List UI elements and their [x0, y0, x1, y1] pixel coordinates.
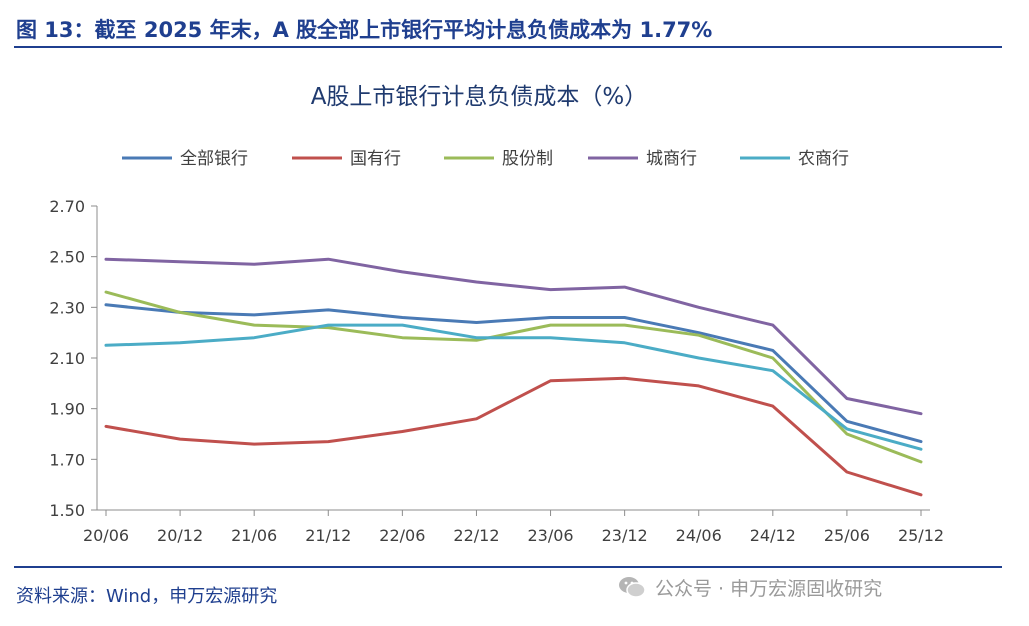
watermark: 公众号 · 申万宏源固收研究: [617, 572, 882, 602]
figure-title: 图 13：截至 2025 年末，A 股全部上市银行平均计息负债成本为 1.77%: [16, 18, 713, 42]
x-tick-label: 25/06: [824, 526, 870, 545]
line-chart: A股上市银行计息负债成本（%） 全部银行 国有行 股份制 城商行 农商行 1.50 1.7…: [49, 84, 944, 545]
legend-label-1: 全部银行: [180, 149, 248, 169]
legend-label-2: 国有行: [350, 149, 401, 169]
y-tick-label: 2.70: [49, 197, 85, 216]
y-tick-label: 1.50: [49, 501, 85, 520]
legend: 全部银行 国有行 股份制 城商行 农商行: [122, 149, 849, 169]
plot-area: [104, 257, 923, 497]
x-tick-label: 20/06: [83, 526, 129, 545]
x-tick-label: 21/12: [305, 526, 351, 545]
series-line-5: [104, 323, 923, 451]
x-tick-label: 20/12: [157, 526, 203, 545]
y-tick-label: 1.90: [49, 400, 85, 419]
y-tick-label: 1.70: [49, 450, 85, 469]
x-tick-label: 23/12: [602, 526, 648, 545]
y-tick-label: 2.50: [49, 248, 85, 267]
source-note: 资料来源：Wind，申万宏源研究: [16, 586, 278, 607]
series-line-2: [104, 376, 923, 497]
title-rule: [14, 46, 1002, 48]
series-line-3: [104, 290, 923, 464]
x-tick-label: 24/12: [750, 526, 796, 545]
footer-rule: [14, 566, 1002, 568]
x-tick-label: 23/06: [527, 526, 573, 545]
chart-title: A股上市银行计息负债成本（%）: [311, 84, 648, 110]
y-axis: 1.50 1.70 1.90 2.10 2.30 2.50 2.70: [49, 197, 98, 520]
series-line-4: [104, 257, 923, 416]
wechat-icon: [619, 577, 646, 598]
y-tick-label: 2.30: [49, 298, 85, 317]
x-tick-label: 22/06: [379, 526, 425, 545]
x-tick-label: 25/12: [898, 526, 944, 545]
x-tick-label: 24/06: [676, 526, 722, 545]
x-tick-label: 22/12: [453, 526, 499, 545]
y-tick-label: 2.10: [49, 349, 85, 368]
watermark-text: 公众号 · 申万宏源固收研究: [655, 577, 883, 600]
legend-label-5: 农商行: [798, 149, 849, 169]
legend-label-4: 城商行: [646, 149, 697, 169]
legend-label-3: 股份制: [502, 149, 553, 169]
x-axis: 20/06 20/12 21/06 21/12 22/06 22/12 23/06 23/12…: [83, 509, 944, 545]
series-line-1: [104, 303, 923, 444]
x-tick-label: 21/06: [231, 526, 277, 545]
